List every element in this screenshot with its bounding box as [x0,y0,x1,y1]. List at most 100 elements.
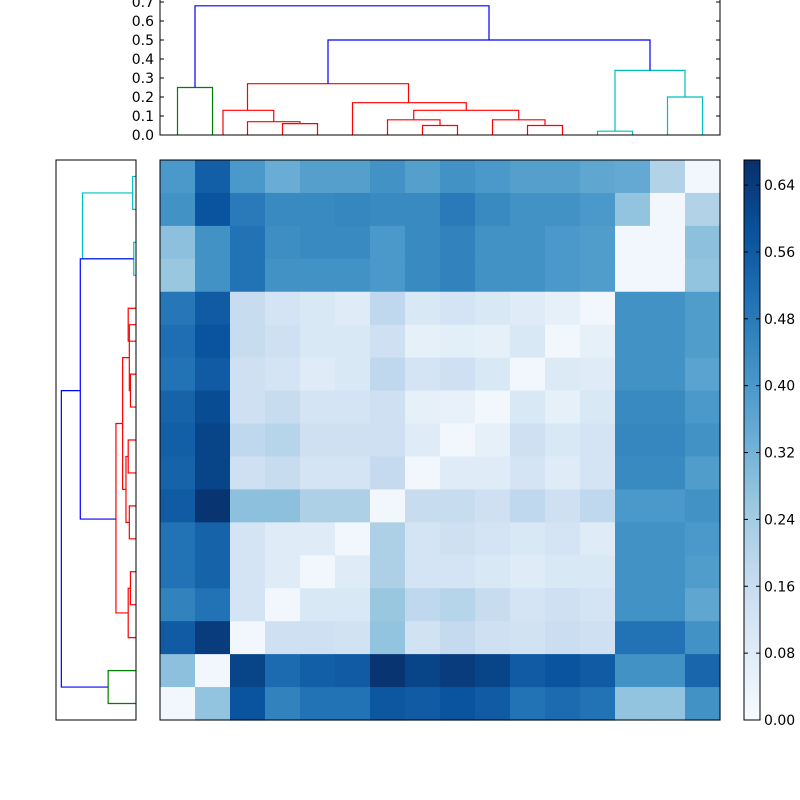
heatmap-cell [580,654,616,688]
heatmap-cell [440,489,476,523]
heatmap-cell [265,291,301,326]
heatmap-cell [300,588,336,622]
heatmap-cell [230,654,266,688]
heatmap-cell [230,390,266,425]
heatmap-cell [300,357,336,392]
heatmap-cell [510,489,546,523]
top-axis-tick-label: 0.0 [132,128,154,144]
heatmap-cell [405,390,441,425]
heatmap-cell [510,423,546,458]
heatmap-cell [650,489,686,523]
heatmap-cell [510,654,546,688]
heatmap-cell [335,621,371,655]
top-axis-tick-label: 0.1 [132,109,154,125]
top-axis-tick-label: 0.4 [132,52,154,68]
heatmap-cell [475,357,511,392]
heatmap-cell [300,621,336,655]
top-axis-tick-label: 0.6 [132,14,154,30]
heatmap-cell [615,555,651,589]
heatmap-cell [510,687,546,721]
heatmap-cell [335,258,371,293]
heatmap-cell [230,192,266,227]
heatmap-cell [405,357,441,392]
heatmap-cell [615,291,651,326]
heatmap-cell [300,390,336,425]
colorbar-gradient [744,160,760,720]
heatmap-cell [615,258,651,293]
heatmap-cell [300,160,336,194]
heatmap-cell [475,160,511,194]
heatmap-cell [195,588,231,622]
heatmap-cell [475,324,511,359]
heatmap-cell [335,225,371,260]
heatmap-cell [265,489,301,523]
colorbar-tick-label: 0.16 [764,579,795,595]
heatmap-cell [405,258,441,293]
heatmap-cell [230,160,266,194]
heatmap-cell [440,258,476,293]
heatmap-cell [580,456,616,491]
heatmap-cells [160,160,721,721]
heatmap-cell [405,588,441,622]
heatmap-cell [475,291,511,326]
heatmap-cell [545,390,581,425]
colorbar-tick-label: 0.48 [764,312,795,328]
heatmap-cell [475,423,511,458]
top-axis-tick-label: 0.5 [132,33,154,49]
heatmap-cell [300,687,336,721]
heatmap-cell [615,522,651,556]
heatmap-cell [405,324,441,359]
heatmap-cell [615,324,651,359]
heatmap-cell [230,588,266,622]
top-dendrogram-link [351,102,467,135]
heatmap-cell [685,621,721,655]
heatmap-cell [265,588,301,622]
heatmap-cell [545,258,581,293]
heatmap-cell [195,621,231,655]
heatmap-cell [265,456,301,491]
heatmap-cell [405,456,441,491]
heatmap-cell [370,588,406,622]
heatmap-cell [300,192,336,227]
left-dendrogram-link [129,373,136,408]
heatmap-cell [510,324,546,359]
heatmap-cell [230,522,266,556]
heatmap-cell [300,522,336,556]
heatmap-cell [545,192,581,227]
heatmap-cell [475,489,511,523]
heatmap-cell [615,654,651,688]
heatmap-cell [335,160,371,194]
heatmap-cell [685,588,721,622]
heatmap-cell [195,225,231,260]
heatmap-cell [475,588,511,622]
heatmap-cell [580,258,616,293]
heatmap-cell [195,258,231,293]
heatmap-cell [230,621,266,655]
heatmap-cell [615,489,651,523]
left-dendrogram-link [127,307,136,342]
heatmap-cell [370,291,406,326]
colorbar-frame [743,159,761,721]
heatmap-cell [580,160,616,194]
top-dendrogram-link [194,5,490,88]
heatmap-cell [650,192,686,227]
heatmap-cell [160,390,196,425]
heatmap-cell [510,192,546,227]
heatmap-cell [265,390,301,425]
heatmap-cell [545,687,581,721]
heatmap-cell [475,192,511,227]
heatmap-cell [475,390,511,425]
heatmap-cell [230,555,266,589]
heatmap-cell [650,687,686,721]
heatmap-cell [510,225,546,260]
heatmap-cell [650,357,686,392]
heatmap-cell [475,687,511,721]
heatmap-cell [615,687,651,721]
heatmap-cell [195,390,231,425]
heatmap-cell [160,192,196,227]
heatmap-cell [440,160,476,194]
heatmap-cell [300,291,336,326]
heatmap-cell [300,555,336,589]
heatmap-cell [440,456,476,491]
